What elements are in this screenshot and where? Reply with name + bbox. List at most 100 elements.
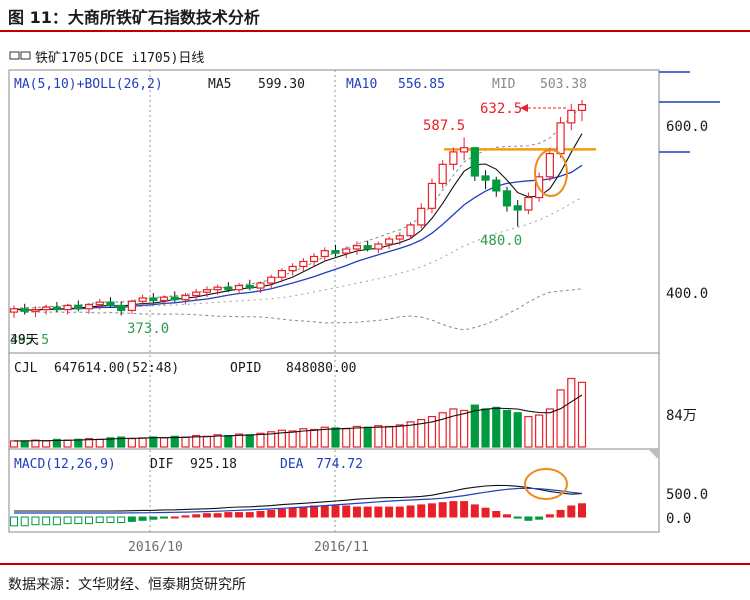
candle-body (331, 250, 340, 254)
candle-body (406, 224, 415, 237)
candle (502, 186, 512, 212)
volume-bar (74, 438, 83, 448)
panel-corner-handle[interactable] (648, 449, 659, 460)
ma10-line (13, 164, 583, 311)
candle (427, 178, 437, 214)
candle (52, 302, 61, 313)
candle (213, 284, 222, 295)
macd-bar (160, 516, 169, 519)
macd-bar (224, 512, 233, 518)
candle (309, 253, 319, 267)
macd-bar (545, 514, 554, 518)
candle (20, 303, 29, 315)
candle (267, 274, 276, 289)
candle (481, 170, 490, 190)
volume-bar (288, 430, 297, 448)
annotation-high-arrowhead (520, 104, 528, 112)
macd-bar (52, 516, 61, 526)
candle (9, 305, 19, 318)
opid-label: OPID (230, 361, 261, 376)
annotation-high: 632.5 (480, 101, 522, 117)
macd-bar (556, 509, 565, 518)
candle-body (42, 306, 51, 311)
toolbar-icon[interactable] (9, 51, 31, 60)
volume-bar (267, 431, 276, 448)
macd-bar (352, 506, 361, 518)
candle-body (577, 103, 587, 111)
annotation-bottom: 373.0 (127, 321, 169, 337)
volume-bar (524, 415, 533, 448)
volume-ma-line (14, 394, 583, 442)
volume-bar (63, 439, 72, 448)
candle-body (117, 304, 126, 312)
candle (127, 299, 136, 314)
candle (234, 283, 244, 294)
macd-bar (267, 509, 276, 518)
annotation-peak: 587.5 (423, 118, 465, 134)
candle-body (309, 255, 319, 263)
candle-body (320, 250, 329, 258)
volume-bar (342, 428, 351, 448)
ma10-value: 556.85 (398, 77, 445, 92)
figure-title: 图 11：大商所铁矿石指数技术分析 (8, 8, 260, 27)
candle-body (106, 301, 115, 307)
candle (492, 176, 501, 197)
macd-bar (31, 516, 40, 526)
candle-body (449, 151, 458, 165)
dif-line (14, 484, 583, 512)
candle (363, 240, 372, 252)
macd-bar (363, 506, 372, 518)
volume-bar (352, 425, 362, 448)
price-tick-400: 400.0 (666, 286, 708, 302)
candle-body (277, 269, 287, 278)
candle (277, 268, 287, 283)
volume-bars (9, 377, 587, 448)
ma10-label: MA10 (346, 77, 377, 92)
candle (299, 258, 308, 272)
volume-bar (363, 426, 372, 448)
volume-bar (117, 436, 126, 448)
candle (374, 241, 383, 254)
macd-bar (331, 505, 340, 518)
candle (417, 203, 426, 229)
volume-bar (449, 408, 458, 448)
volume-bar (106, 437, 115, 448)
candle-body (127, 300, 136, 312)
volume-bar (52, 438, 61, 448)
candle-body (74, 304, 83, 310)
volume-bar (299, 428, 308, 448)
macd-bar (277, 508, 286, 518)
macd-bar (449, 501, 458, 518)
candle-body (460, 147, 469, 153)
candle (406, 222, 415, 240)
volume-bar (256, 432, 265, 448)
candles (9, 100, 587, 318)
dif-value: 925.18 (190, 457, 237, 472)
volume-bar (502, 409, 512, 448)
candle-body (63, 304, 72, 311)
volume-bar (331, 427, 340, 448)
volume-bar (438, 412, 447, 448)
candle-body (427, 182, 437, 209)
volume-bar (384, 425, 394, 448)
macd-bar (460, 501, 469, 518)
volume-bar (127, 438, 136, 448)
ma5-label: MA5 (208, 77, 231, 92)
volume-bar (545, 408, 554, 448)
cjl-value: 647614.00(52:48) (54, 361, 179, 376)
macd-bar (374, 506, 383, 518)
candle-body (481, 175, 490, 181)
candle (524, 192, 533, 215)
volume-bar (460, 409, 469, 448)
candle-body (52, 306, 61, 311)
candle-body (202, 289, 212, 293)
volume-bar (213, 434, 222, 448)
macd-bar (395, 506, 404, 518)
candle (31, 306, 40, 318)
macd-bar (320, 505, 329, 518)
candle-body (299, 260, 308, 268)
boll-lower-band (13, 288, 583, 331)
source-note: 数据来源：文华财经、恒泰期货研究所 (8, 577, 246, 593)
candle-body (192, 291, 201, 297)
